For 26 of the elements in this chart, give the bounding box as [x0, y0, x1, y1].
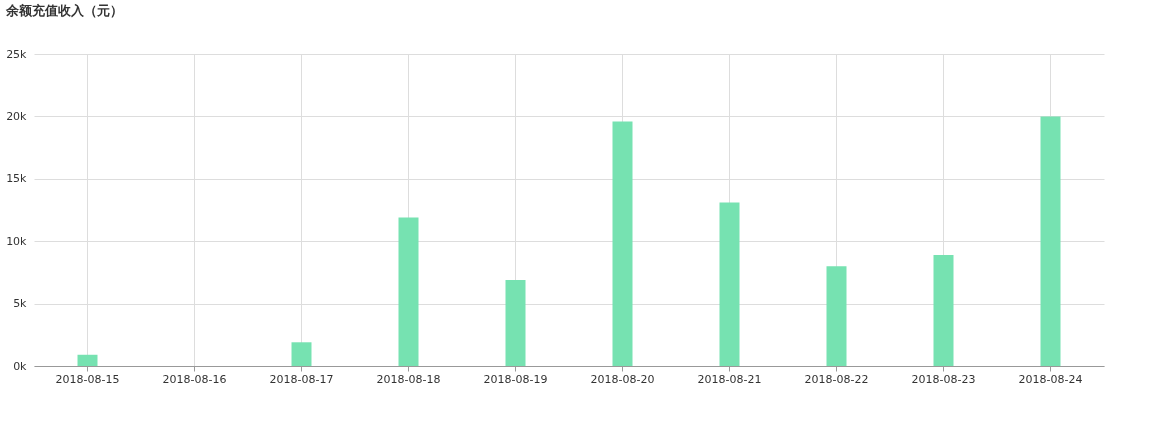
x-tick-label: 2018-08-23 [911, 372, 976, 386]
bar [398, 217, 419, 366]
y-tick-label: 0k [13, 359, 28, 373]
y-tick-label: 20k [6, 109, 28, 123]
bar [933, 254, 954, 366]
x-tick-label: 2018-08-20 [590, 372, 655, 386]
bar [719, 202, 740, 366]
x-tick-label: 2018-08-17 [269, 372, 334, 386]
x-tick-label: 2018-08-19 [483, 372, 548, 386]
bar [505, 279, 526, 366]
x-tick-label: 2018-08-22 [804, 372, 869, 386]
y-tick-label: 10k [6, 234, 28, 248]
bar [826, 266, 847, 366]
x-tick-label: 2018-08-15 [55, 372, 120, 386]
y-tick-label: 5k [13, 297, 28, 311]
x-tick-label: 2018-08-16 [162, 372, 227, 386]
bar [612, 121, 633, 366]
bar [291, 342, 312, 366]
x-tick-label: 2018-08-21 [697, 372, 762, 386]
bar [1040, 116, 1061, 366]
y-tick-label: 15k [6, 172, 28, 186]
x-tick-label: 2018-08-18 [376, 372, 441, 386]
y-tick-label: 25k [6, 47, 28, 61]
x-tick-label: 2018-08-24 [1018, 372, 1083, 386]
chart-title: 余额充值收入（元） [4, 3, 123, 18]
bar [77, 354, 98, 366]
